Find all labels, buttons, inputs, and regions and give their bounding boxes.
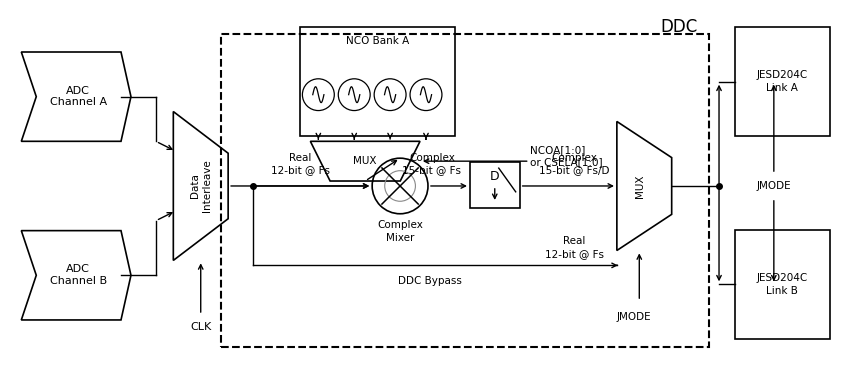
Bar — [735, 27, 830, 137]
Text: MUX: MUX — [354, 156, 377, 166]
Text: Real
12-bit @ Fs: Real 12-bit @ Fs — [545, 236, 604, 259]
Text: Data
Interleave: Data Interleave — [190, 160, 212, 212]
Bar — [300, 27, 455, 137]
Text: ADC
Channel B: ADC Channel B — [50, 265, 107, 286]
Text: ADC
Channel A: ADC Channel A — [50, 86, 107, 108]
Text: Complex
15-bit @ Fs: Complex 15-bit @ Fs — [403, 153, 461, 175]
Text: NCO Bank A: NCO Bank A — [346, 36, 409, 46]
Text: DDC Bypass: DDC Bypass — [398, 276, 462, 286]
Text: Complex
Mixer: Complex Mixer — [377, 220, 423, 243]
Text: NCOA[1:0]
or CSELA[1:0]: NCOA[1:0] or CSELA[1:0] — [530, 145, 602, 167]
Text: Complex
15-bit @ Fs/D: Complex 15-bit @ Fs/D — [539, 153, 610, 175]
Text: D: D — [490, 170, 500, 183]
Text: MUX: MUX — [635, 174, 645, 198]
Text: JESD204C
Link B: JESD204C Link B — [756, 273, 808, 296]
Text: JMODE: JMODE — [617, 312, 651, 322]
Text: JMODE: JMODE — [756, 181, 791, 191]
Bar — [221, 34, 709, 347]
Text: JESD204C
Link A: JESD204C Link A — [756, 70, 808, 93]
Text: Real
12-bit @ Fs: Real 12-bit @ Fs — [271, 153, 330, 175]
Bar — [470, 162, 519, 208]
Bar — [735, 229, 830, 339]
Text: CLK: CLK — [190, 322, 212, 332]
Text: DDC: DDC — [661, 18, 698, 36]
